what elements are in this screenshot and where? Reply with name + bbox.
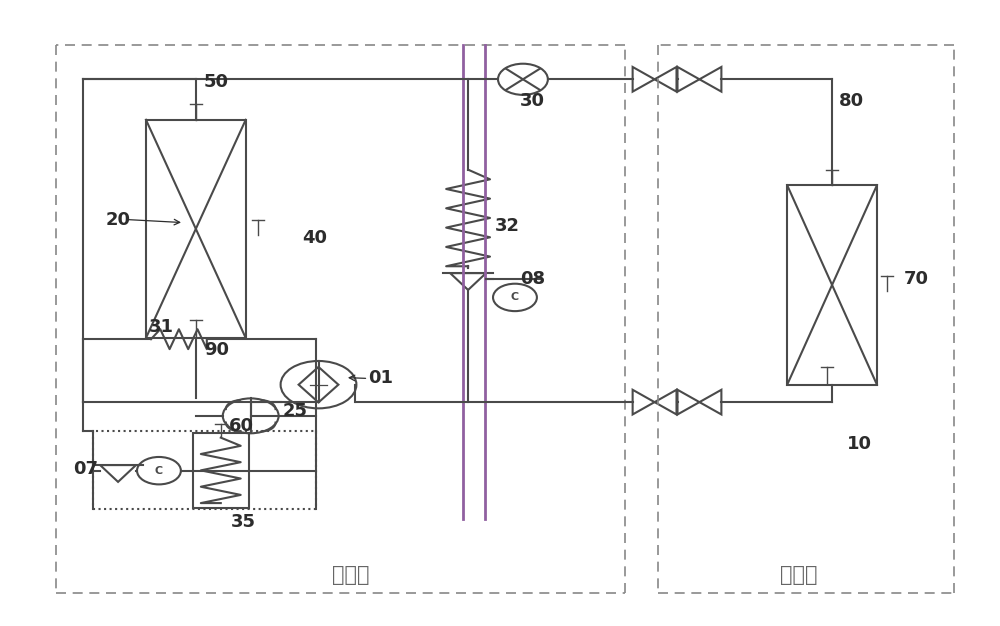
Text: 50: 50 <box>204 73 229 91</box>
Text: C: C <box>511 292 519 302</box>
Text: 20: 20 <box>106 210 131 228</box>
Text: 80: 80 <box>839 92 864 110</box>
Bar <box>146 120 246 338</box>
Text: 40: 40 <box>303 229 328 247</box>
Text: 01: 01 <box>368 369 393 387</box>
Text: 07: 07 <box>73 460 98 478</box>
Text: 08: 08 <box>520 270 545 288</box>
Text: 10: 10 <box>847 435 872 453</box>
Text: 30: 30 <box>520 92 545 110</box>
Text: 70: 70 <box>904 270 929 288</box>
Text: 90: 90 <box>204 341 229 359</box>
Text: 60: 60 <box>229 418 254 436</box>
Bar <box>93 431 316 510</box>
Text: C: C <box>155 466 163 476</box>
Text: 31: 31 <box>149 318 174 336</box>
Text: 室内机: 室内机 <box>780 565 818 585</box>
Text: 32: 32 <box>495 217 520 235</box>
Text: 35: 35 <box>231 513 256 531</box>
Bar <box>787 185 877 384</box>
Bar <box>193 433 249 508</box>
Text: 25: 25 <box>283 403 308 421</box>
Text: 室外机: 室外机 <box>332 565 369 585</box>
